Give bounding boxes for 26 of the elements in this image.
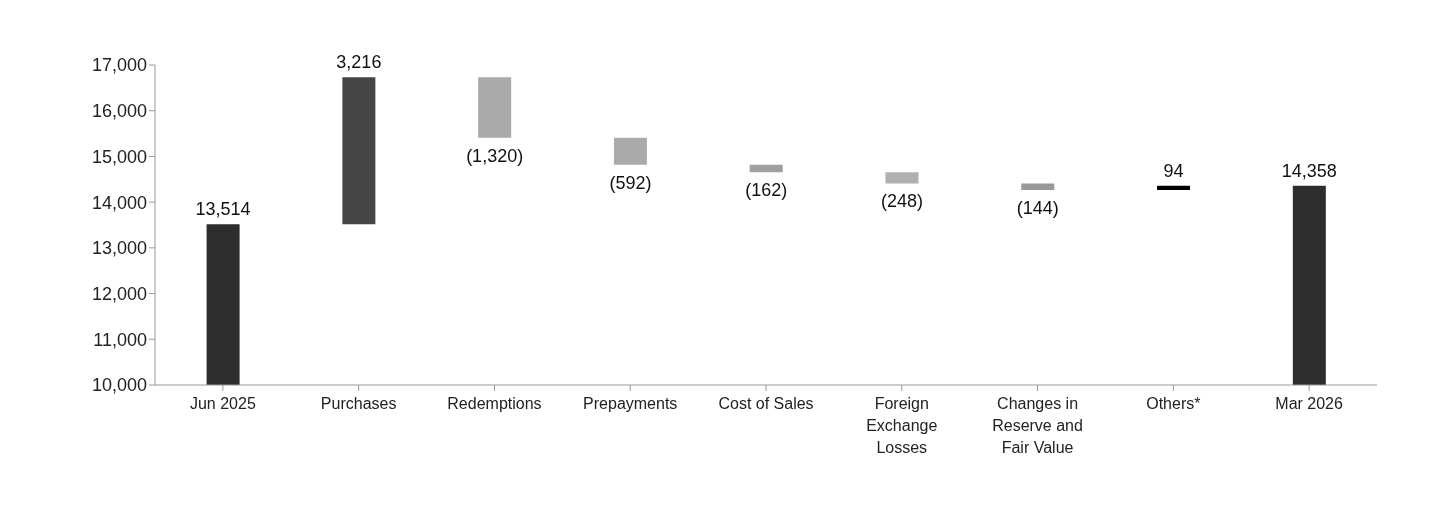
x-tick-label: Changes in Reserve and Fair Value [992, 395, 1083, 456]
x-tick-label: Others* [1146, 395, 1201, 412]
data-label: 94 [1163, 160, 1184, 181]
y-tick-label: 13,000 [91, 238, 147, 259]
y-tick-label: 17,000 [91, 55, 147, 76]
x-tick-label: Redemptions [447, 395, 542, 412]
y-tick-label: 10,000 [91, 375, 147, 396]
data-label: (162) [745, 180, 788, 201]
x-tick-label: Prepayments [583, 395, 678, 412]
data-label: 13,514 [195, 199, 251, 220]
data-label: (1,320) [466, 145, 524, 166]
x-tick-label: Foreign Exchange Losses [866, 395, 938, 456]
y-tick-label: 12,000 [91, 283, 147, 304]
data-label: 14,358 [1281, 160, 1337, 181]
data-label: (248) [880, 191, 923, 212]
y-tick-label: 11,000 [93, 329, 147, 350]
y-tick-label: 16,000 [91, 101, 147, 122]
x-tick-label: Mar 2026 [1275, 395, 1344, 412]
data-label: (144) [1016, 198, 1059, 219]
x-tick-label: Cost of Sales [718, 395, 814, 412]
x-tick-label: Jun 2025 [189, 395, 256, 412]
data-label: 3,216 [336, 52, 382, 73]
y-tick-label: 15,000 [91, 146, 147, 167]
x-tick-label: Purchases [320, 395, 397, 412]
data-label: (592) [609, 172, 652, 193]
y-tick-label: 14,000 [91, 192, 147, 213]
